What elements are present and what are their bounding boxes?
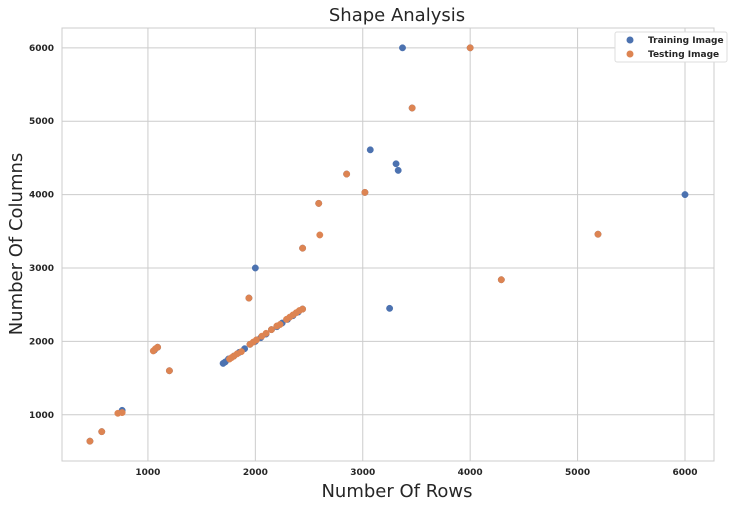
series-testing-image [86,44,602,445]
data-point [268,326,275,334]
data-point [98,428,106,436]
data-point [283,315,290,323]
x-tick-label: 6000 [672,468,697,478]
horizontal-grid [62,47,714,416]
scatter-marks [86,44,689,445]
legend-box [614,31,728,63]
data-point [466,44,474,52]
x-tick-label: 2000 [243,468,268,478]
data-point [273,322,281,330]
data-point [392,160,400,168]
y-tick-labels: 1000 2000 3000 4000 5000 6000 [29,44,54,421]
data-point [399,44,406,52]
data-point [86,437,94,445]
data-point [226,355,234,363]
data-point [386,304,394,312]
x-tick-label: 5000 [565,468,590,478]
chart-title: Shape Analysis [329,5,465,26]
data-point [315,199,323,207]
data-point [258,332,266,340]
data-point [343,170,351,178]
y-tick-label: 5000 [29,117,54,127]
data-point [366,146,374,154]
x-tick-label: 4000 [458,468,483,478]
y-tick-label: 4000 [29,191,54,201]
y-axis-label: Number Of Columns [6,153,27,336]
data-point [251,264,259,272]
data-point [497,276,505,284]
y-tick-label: 1000 [29,411,54,421]
vertical-grid [147,28,686,461]
data-point [316,231,324,239]
legend-marker-testing [626,50,634,58]
plot-area [61,27,715,462]
data-point [594,230,602,238]
y-tick-label: 6000 [29,44,54,54]
y-tick-label: 2000 [29,337,54,347]
data-point [246,340,254,348]
data-point [118,409,126,417]
x-tick-label: 3000 [350,468,375,478]
data-point [165,367,173,375]
x-axis-label: Number Of Rows [321,481,472,502]
y-tick-label: 3000 [29,264,54,274]
x-tick-label: 1000 [135,468,160,478]
data-point [681,191,689,199]
data-point [219,359,227,367]
legend-marker-training [626,36,634,44]
legend-label-testing: Testing Image [648,50,719,60]
data-point [408,104,416,112]
data-point [149,347,157,355]
data-point [394,166,402,174]
data-point [245,294,253,302]
data-point [361,188,369,196]
data-point [299,244,307,252]
plot-frame [61,27,715,462]
legend: Training Image Testing Image [614,31,728,63]
legend-label-training: Training Image [648,36,724,46]
x-tick-labels: 1000 2000 3000 4000 5000 6000 [135,468,697,478]
